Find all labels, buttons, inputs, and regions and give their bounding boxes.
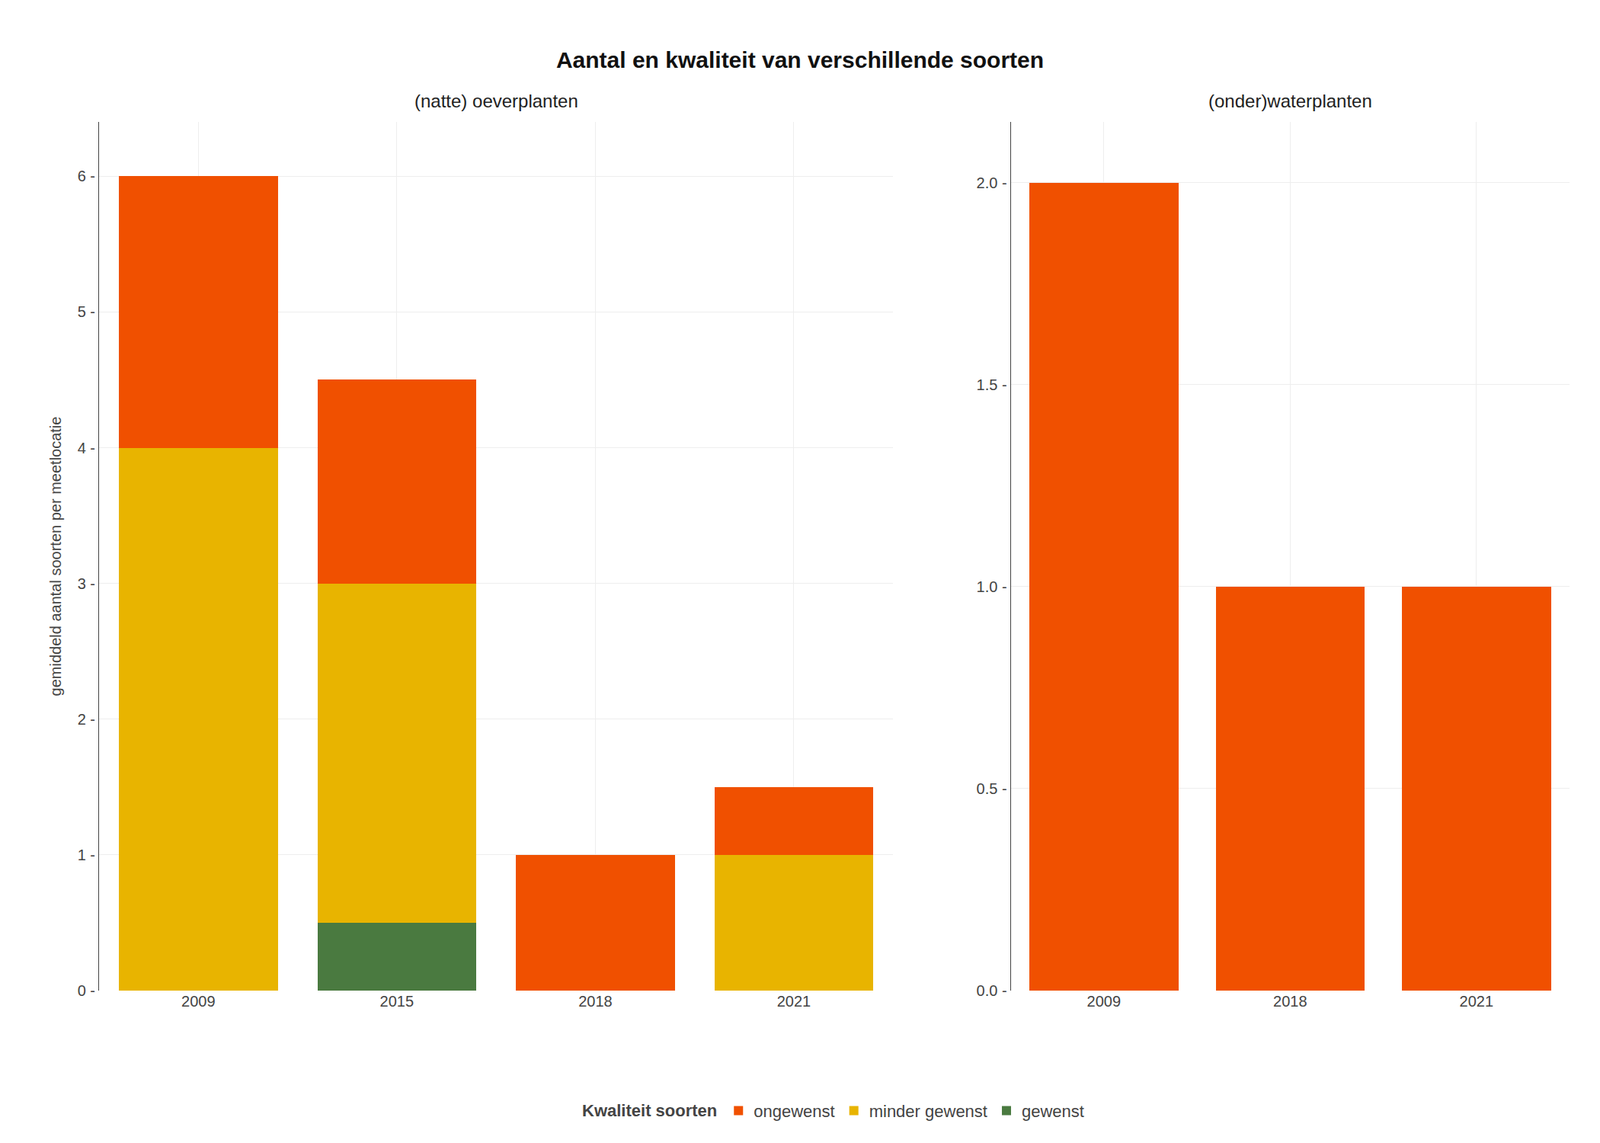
svg-text:2021: 2021 bbox=[1459, 992, 1495, 1010]
svg-text:ongewenst: ongewenst bbox=[753, 1101, 835, 1121]
svg-text:(natte) oeverplanten: (natte) oeverplanten bbox=[414, 90, 579, 112]
svg-text:2015: 2015 bbox=[380, 992, 415, 1010]
svg-text:6 -: 6 - bbox=[77, 167, 96, 185]
svg-text:0 -: 0 - bbox=[77, 982, 96, 999]
svg-text:2018: 2018 bbox=[578, 992, 613, 1010]
svg-text:Aantal en kwaliteit van versch: Aantal en kwaliteit van verschillende so… bbox=[556, 47, 1044, 73]
svg-text:gewenst: gewenst bbox=[1021, 1101, 1085, 1121]
svg-text:Kwaliteit soorten: Kwaliteit soorten bbox=[582, 1100, 717, 1120]
svg-text:(onder)waterplanten: (onder)waterplanten bbox=[1208, 90, 1373, 112]
svg-text:3 -: 3 - bbox=[77, 575, 96, 592]
svg-text:1 -: 1 - bbox=[77, 846, 96, 864]
svg-text:0.0 -: 0.0 - bbox=[976, 982, 1008, 999]
svg-text:2009: 2009 bbox=[1087, 992, 1122, 1010]
svg-text:2009: 2009 bbox=[181, 992, 216, 1010]
svg-text:4 -: 4 - bbox=[77, 439, 96, 457]
svg-text:1.5 -: 1.5 - bbox=[976, 376, 1008, 394]
svg-text:gemiddeld aantal soorten per m: gemiddeld aantal soorten per meetlocatie bbox=[47, 416, 64, 697]
svg-text:minder gewenst: minder gewenst bbox=[869, 1101, 988, 1121]
svg-text:2021: 2021 bbox=[777, 992, 812, 1010]
svg-text:5 -: 5 - bbox=[77, 303, 96, 320]
svg-text:2.0 -: 2.0 - bbox=[976, 174, 1008, 192]
svg-text:2018: 2018 bbox=[1273, 992, 1308, 1010]
svg-text:2 -: 2 - bbox=[77, 710, 96, 728]
svg-text:0.5 -: 0.5 - bbox=[976, 780, 1008, 797]
svg-text:1.0 -: 1.0 - bbox=[976, 578, 1008, 596]
